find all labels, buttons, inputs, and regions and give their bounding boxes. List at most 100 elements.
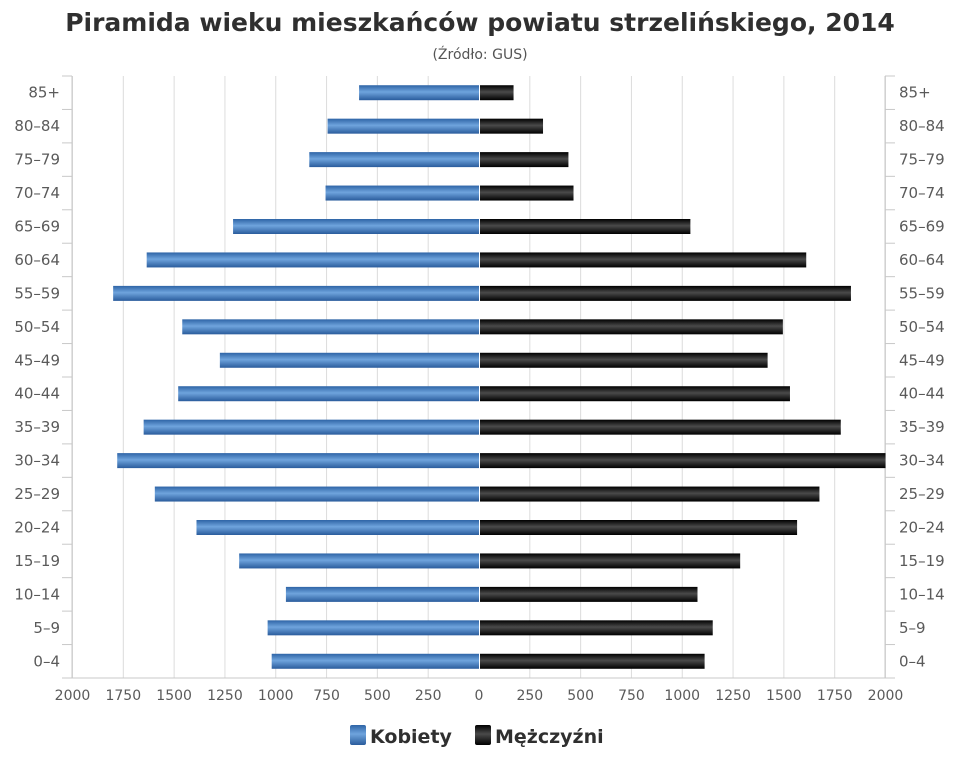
category-label-left: 40–44 (14, 385, 60, 403)
x-tick-labels: 2000 1750 1500 1250 1000 750 500 250 0 250 500 750 1… (55, 688, 904, 704)
bars (113, 85, 886, 669)
x-tick-label: 2000 (55, 688, 91, 704)
legend-item-mezczyzni[interactable]: Mężczyźni (475, 725, 604, 748)
bar-kobiety-85+ (359, 85, 479, 101)
x-tick-label: 1250 (715, 688, 751, 704)
bar-mezczyzni-35–39 (480, 419, 841, 435)
category-label-right: 15–19 (899, 552, 945, 570)
category-label-right: 35–39 (899, 418, 945, 436)
chart-title: Piramida wieku mieszkańców powiatu strze… (65, 8, 895, 37)
bar-mezczyzni-80–84 (480, 118, 544, 134)
bar-mezczyzni-70–74 (480, 185, 574, 201)
bar-mezczyzni-60–64 (480, 252, 807, 268)
category-label-right: 65–69 (899, 218, 945, 236)
category-label-right: 55–59 (899, 284, 945, 302)
bar-kobiety-20–24 (196, 520, 480, 535)
bar-kobiety-30–34 (117, 453, 479, 469)
bar-kobiety-60–64 (146, 252, 479, 268)
x-tick-label: 250 (516, 688, 543, 704)
bar-kobiety-50–54 (182, 319, 479, 335)
category-label-right: 80–84 (899, 117, 945, 135)
category-label-right: 10–14 (899, 585, 945, 603)
bar-mezczyzni-15–19 (480, 553, 741, 569)
bar-mezczyzni-5–9 (480, 620, 713, 636)
x-tick-label: 750 (618, 688, 645, 704)
category-labels: 85+ 85+ 80–84 80–84 75–79 75–79 70–74 70–74 65–6… (14, 84, 944, 671)
bar-kobiety-35–39 (143, 419, 479, 435)
x-tick-label: 1500 (156, 688, 192, 704)
bar-kobiety-45–49 (219, 352, 479, 368)
category-label-right: 0–4 (899, 652, 926, 670)
x-tick-label: 500 (567, 688, 594, 704)
bar-kobiety-0–4 (271, 653, 479, 669)
category-label-left: 15–19 (14, 552, 60, 570)
category-label-left: 60–64 (14, 251, 60, 269)
bar-kobiety-15–19 (239, 553, 479, 569)
category-label-right: 50–54 (899, 318, 945, 336)
x-tick-label: 1750 (105, 688, 141, 704)
x-tick-label: 1000 (664, 688, 700, 704)
x-tick-label: 1500 (766, 688, 802, 704)
x-tick-label: 2000 (868, 688, 904, 704)
bar-mezczyzni-0–4 (480, 653, 705, 669)
x-tick-label: 250 (415, 688, 442, 704)
legend-label-mezczyzni: Mężczyźni (495, 726, 604, 748)
category-label-left: 85+ (28, 84, 60, 102)
legend-swatch-mezczyzni (475, 725, 491, 745)
category-label-left: 10–14 (14, 585, 60, 603)
legend-swatch-kobiety (350, 725, 366, 745)
bar-kobiety-55–59 (113, 285, 480, 301)
bar-kobiety-70–74 (325, 185, 479, 201)
bar-mezczyzni-50–54 (480, 319, 783, 335)
category-label-left: 0–4 (33, 652, 60, 670)
chart-subtitle: (Źródło: GUS) (432, 45, 527, 63)
category-label-left: 35–39 (14, 418, 60, 436)
category-label-right: 5–9 (899, 619, 926, 637)
category-label-right: 70–74 (899, 184, 945, 202)
bar-mezczyzni-25–29 (480, 486, 820, 502)
category-label-right: 60–64 (899, 251, 945, 269)
bar-mezczyzni-75–79 (480, 152, 569, 168)
x-tick-label: 0 (475, 688, 484, 704)
category-label-right: 75–79 (899, 151, 945, 169)
category-label-left: 65–69 (14, 218, 60, 236)
bar-mezczyzni-20–24 (480, 520, 798, 535)
bar-kobiety-80–84 (327, 118, 479, 134)
category-label-left: 25–29 (14, 485, 60, 503)
grid-lines (72, 76, 886, 678)
bar-kobiety-10–14 (285, 586, 479, 602)
category-label-left: 30–34 (14, 452, 60, 470)
category-label-right: 20–24 (899, 519, 945, 537)
category-label-right: 25–29 (899, 485, 945, 503)
bar-mezczyzni-55–59 (480, 285, 851, 301)
x-tick-label: 1000 (258, 688, 294, 704)
category-label-left: 45–49 (14, 351, 60, 369)
category-label-right: 40–44 (899, 385, 945, 403)
bar-kobiety-65–69 (233, 219, 479, 234)
bar-mezczyzni-10–14 (480, 586, 698, 602)
category-label-left: 70–74 (14, 184, 60, 202)
bar-kobiety-25–29 (154, 486, 479, 502)
category-label-left: 75–79 (14, 151, 60, 169)
category-label-left: 50–54 (14, 318, 60, 336)
category-label-left: 5–9 (33, 619, 60, 637)
bar-mezczyzni-30–34 (480, 453, 886, 469)
bar-kobiety-75–79 (309, 152, 479, 168)
x-tick-label: 750 (313, 688, 340, 704)
bar-mezczyzni-40–44 (480, 386, 790, 402)
bar-mezczyzni-45–49 (480, 352, 768, 368)
category-label-left: 20–24 (14, 519, 60, 537)
x-tick-label: 1750 (817, 688, 853, 704)
bar-mezczyzni-85+ (480, 85, 514, 101)
bar-mezczyzni-65–69 (480, 219, 691, 234)
category-label-left: 55–59 (14, 284, 60, 302)
x-tick-label: 1250 (207, 688, 243, 704)
category-label-left: 80–84 (14, 117, 60, 135)
category-label-right: 85+ (899, 84, 931, 102)
category-label-right: 30–34 (899, 452, 945, 470)
legend-item-kobiety[interactable]: Kobiety (350, 725, 453, 748)
bar-kobiety-5–9 (267, 620, 479, 636)
category-label-right: 45–49 (899, 351, 945, 369)
x-tick-label: 500 (364, 688, 391, 704)
